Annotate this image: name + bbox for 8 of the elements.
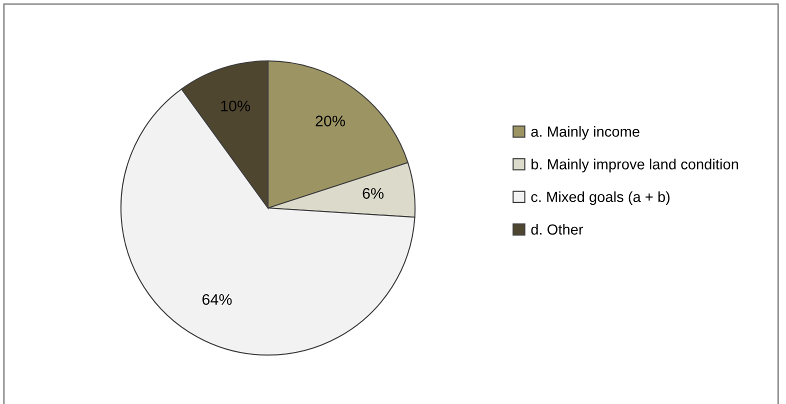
data-label: 6% [362,188,384,199]
data-label: 10% [221,100,250,112]
legend-label: b. Mainly improve land condition [532,158,738,172]
data-label: 20% [316,116,345,126]
data-label: 64% [202,294,232,305]
legend-label: d. Other [531,224,584,235]
legend-label: a. Mainly income [531,126,640,140]
legend-label: c. Mixed goals (a + b) [531,191,670,205]
